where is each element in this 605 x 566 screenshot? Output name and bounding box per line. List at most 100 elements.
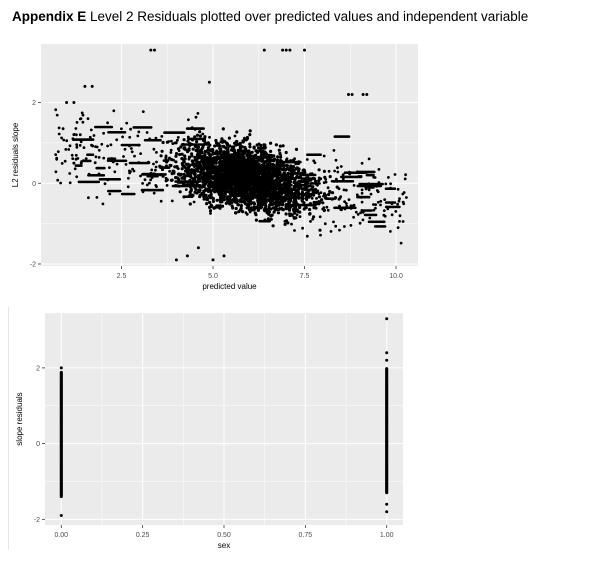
data-point <box>74 127 78 130</box>
data-point <box>259 196 263 200</box>
data-point <box>152 147 156 151</box>
data-point <box>397 199 401 203</box>
data-point <box>390 213 394 217</box>
data-point <box>247 168 251 172</box>
data-point <box>55 157 59 161</box>
data-point <box>246 197 250 201</box>
data-point <box>207 187 212 192</box>
data-point <box>255 169 259 173</box>
data-point <box>269 217 273 221</box>
x-tick-label: 0.50 <box>217 532 231 539</box>
scatter-points <box>54 48 408 262</box>
data-point <box>133 154 136 158</box>
data-point <box>208 135 211 139</box>
data-point <box>343 200 346 204</box>
data-point <box>113 170 117 174</box>
data-point <box>282 191 286 194</box>
data-point <box>289 196 293 200</box>
data-point <box>264 152 269 156</box>
data-point <box>332 220 335 224</box>
data-point <box>289 183 293 187</box>
data-point <box>172 158 175 162</box>
residuals-vs-sex-plot: 0.00 0.25 0.50 0.75 1.00 -2 0 2 sex slope residua… <box>15 313 403 550</box>
data-point <box>250 150 254 154</box>
data-point <box>256 200 260 204</box>
data-point <box>249 175 253 179</box>
data-point <box>374 203 377 207</box>
data-point <box>226 195 230 199</box>
data-point <box>341 177 345 181</box>
data-point <box>149 178 153 182</box>
data-point <box>222 254 226 258</box>
data-point <box>185 162 189 166</box>
data-point <box>178 190 182 194</box>
data-point <box>255 205 259 209</box>
data-point <box>124 163 128 166</box>
data-point <box>241 174 245 178</box>
data-point <box>227 185 231 189</box>
data-point <box>238 188 242 192</box>
data-point <box>265 166 269 170</box>
data-point <box>103 182 107 186</box>
x-tick-label: 10.0 <box>389 273 403 280</box>
data-point <box>245 185 249 189</box>
data-point <box>92 134 96 137</box>
data-point <box>169 163 173 168</box>
data-point <box>170 199 174 203</box>
data-point <box>123 147 127 151</box>
data-point <box>222 145 226 149</box>
data-point <box>186 174 190 177</box>
data-point <box>254 218 258 222</box>
data-point <box>239 207 243 212</box>
data-point <box>290 222 293 226</box>
data-point <box>210 204 214 208</box>
data-point <box>275 199 279 203</box>
data-point <box>338 228 341 232</box>
data-point <box>80 164 83 167</box>
data-point <box>401 200 405 204</box>
data-point <box>393 173 397 176</box>
data-point <box>257 142 261 146</box>
data-point <box>88 135 92 139</box>
data-point <box>149 126 153 129</box>
data-point <box>168 169 172 173</box>
data-point <box>383 220 386 224</box>
data-point <box>381 182 384 186</box>
data-point <box>225 155 229 159</box>
data-point <box>252 146 256 150</box>
data-point <box>179 145 183 149</box>
data-point <box>214 151 218 155</box>
data-point <box>246 162 250 166</box>
data-point <box>254 213 258 217</box>
data-point <box>68 181 72 185</box>
data-point <box>231 182 235 187</box>
data-point <box>267 172 271 176</box>
data-point <box>311 185 315 189</box>
data-point <box>263 172 267 175</box>
data-point <box>230 204 234 208</box>
data-point <box>174 154 178 158</box>
data-point <box>263 160 267 164</box>
data-point <box>275 161 279 165</box>
data-point <box>195 140 199 144</box>
data-point <box>354 210 358 214</box>
data-point <box>245 212 249 216</box>
data-point <box>132 169 136 173</box>
data-point <box>389 230 392 233</box>
data-point <box>359 175 363 179</box>
data-point <box>211 199 215 203</box>
data-point <box>396 202 399 206</box>
data-point <box>276 167 280 171</box>
data-point <box>240 179 244 183</box>
data-point <box>314 206 318 210</box>
data-point <box>313 173 317 177</box>
data-point <box>130 150 134 154</box>
data-point <box>316 189 320 193</box>
data-point <box>376 200 380 204</box>
appendix-title: Level 2 Residuals plotted over predicted… <box>86 9 529 24</box>
data-point <box>280 190 284 193</box>
data-point <box>278 187 282 191</box>
data-point <box>115 162 119 166</box>
data-point <box>268 219 271 223</box>
data-point <box>147 161 150 165</box>
